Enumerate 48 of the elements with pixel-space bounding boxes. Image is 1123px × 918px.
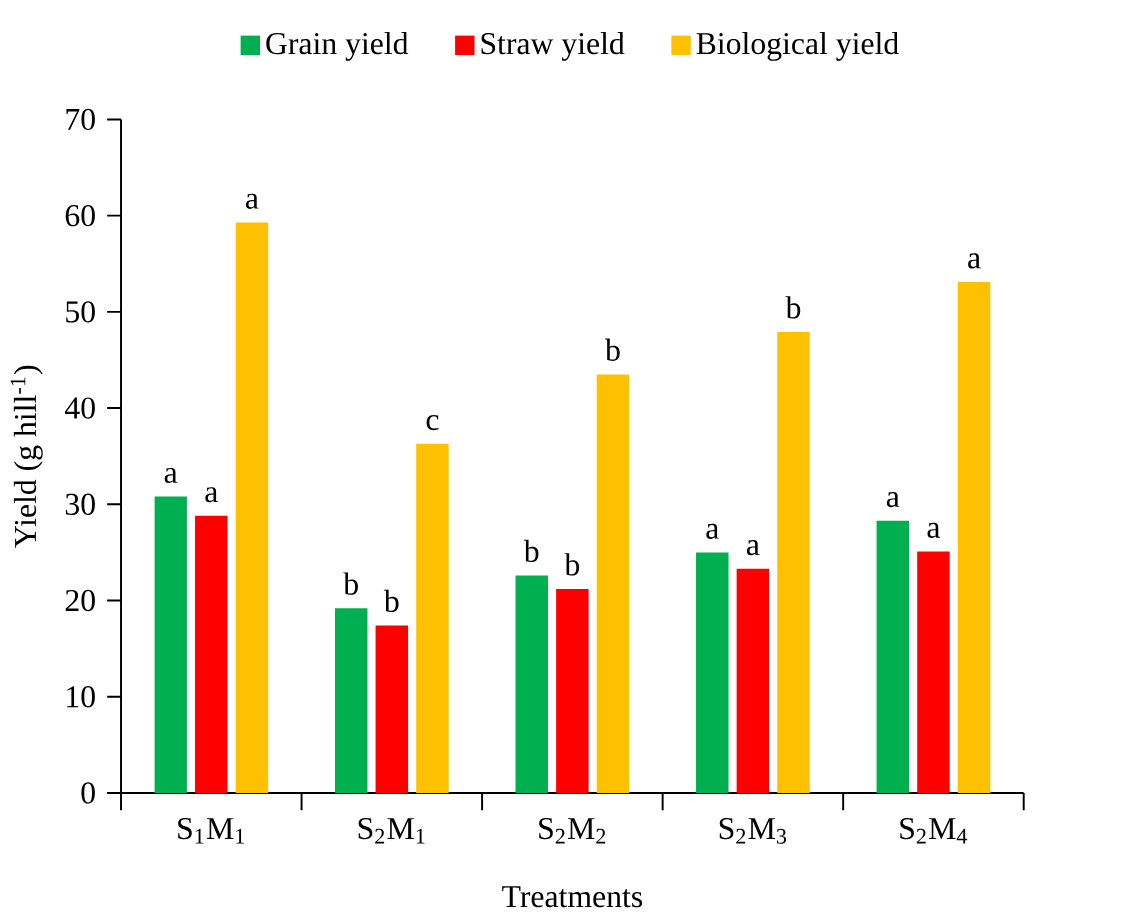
y-tick-label: 40	[64, 397, 95, 419]
bar	[957, 282, 991, 793]
bar	[876, 520, 910, 793]
data-label: a	[164, 467, 178, 484]
x-tick-label: S$_{2}$M$_{2}$	[539, 817, 606, 844]
legend-label: Biological yield	[696, 31, 899, 61]
bar	[416, 443, 449, 793]
x-tick-label: S$_{2}$M$_{3}$	[719, 817, 787, 844]
data-label: a	[968, 253, 981, 269]
y-tick-label: 10	[67, 686, 95, 708]
y-tick-label: 30	[65, 493, 95, 516]
data-label: c	[426, 414, 439, 431]
bar	[596, 374, 630, 793]
data-label: b	[785, 296, 801, 319]
x-tick-label: S$_{1}$M$_{1}$	[178, 817, 244, 844]
data-label: a	[886, 491, 900, 508]
data-label: a	[746, 540, 760, 556]
bar	[556, 588, 589, 793]
x-tick-label: S$_{2}$M$_{1}$	[358, 817, 425, 844]
bar	[235, 222, 269, 793]
legend-label: Grain yield	[266, 31, 409, 61]
bar	[334, 608, 368, 793]
y-tick-label: 70	[66, 108, 95, 131]
bar	[515, 575, 548, 793]
bar	[154, 496, 187, 793]
legend-label: Straw yield	[481, 31, 625, 61]
y-tick-label: 50	[66, 301, 95, 323]
data-label: a	[706, 523, 719, 539]
y-tick-label: 60	[65, 204, 95, 227]
y-axis-title: Yield (g hill$^{-1}$)	[10, 365, 43, 548]
data-label: b	[605, 338, 620, 361]
bar	[777, 332, 810, 793]
bar	[195, 515, 228, 793]
bar	[696, 552, 729, 793]
y-tick-label: 20	[65, 589, 95, 612]
x-axis-title: Treatments	[502, 886, 643, 908]
bar	[917, 551, 950, 793]
bar	[736, 568, 770, 793]
x-tick-label: S$_{2}$M$_{4}$	[900, 817, 968, 844]
data-label: a	[205, 487, 218, 503]
data-label: a	[927, 522, 941, 538]
data-label: b	[523, 539, 539, 563]
y-tick-label: 0	[81, 782, 95, 804]
data-label: b	[383, 589, 399, 613]
data-label: a	[245, 193, 259, 209]
bar	[375, 625, 409, 793]
data-label: b	[343, 572, 358, 595]
data-label: b	[564, 553, 580, 576]
